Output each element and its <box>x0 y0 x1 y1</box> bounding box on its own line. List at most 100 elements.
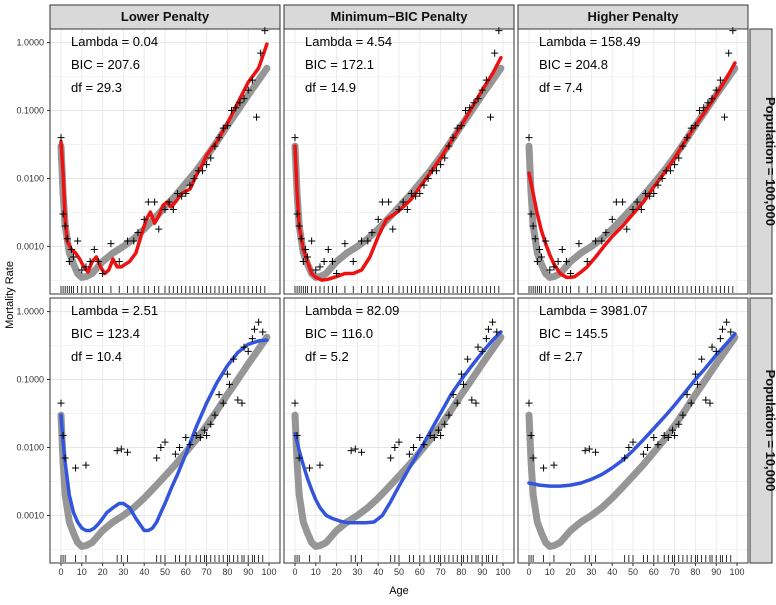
column-strip-title: Higher Penalty <box>587 9 679 24</box>
y-tick-label: 0.0010 <box>16 241 44 251</box>
data-point <box>683 134 691 142</box>
data-point <box>368 229 376 237</box>
y-tick-label: 0.0100 <box>16 442 44 452</box>
x-tick-label: 70 <box>670 567 680 577</box>
data-point <box>420 441 428 449</box>
data-point <box>625 443 633 451</box>
true-mortality-curve <box>57 333 271 550</box>
data-point <box>712 347 720 355</box>
data-point <box>391 443 399 451</box>
data-point <box>687 124 695 132</box>
data-point <box>316 263 324 271</box>
data-point <box>664 434 672 442</box>
x-tick-label: 80 <box>222 567 232 577</box>
data-point <box>244 86 252 94</box>
data-point <box>57 134 65 142</box>
lambda-label: Lambda = 3981.07 <box>539 303 648 318</box>
data-point <box>410 443 418 451</box>
lambda-label: Lambda = 4.54 <box>305 34 392 49</box>
x-tick-label: 20 <box>98 567 108 577</box>
data-point <box>385 198 393 206</box>
data-point <box>232 104 240 112</box>
data-point <box>637 205 645 213</box>
data-point <box>495 27 503 35</box>
data-point <box>86 258 94 266</box>
facet-panel: Lambda = 0.04 BIC = 207.6 df = 29.3 <box>49 27 281 295</box>
panel-border <box>49 28 281 295</box>
data-point <box>484 325 492 333</box>
data-point <box>182 434 190 442</box>
data-point <box>82 263 90 271</box>
data-point <box>650 434 658 442</box>
bic-label: BIC = 207.6 <box>71 57 140 72</box>
data-point <box>691 122 699 130</box>
panel-border <box>49 297 281 564</box>
data-point <box>301 246 309 254</box>
data-point <box>650 190 658 198</box>
data-point <box>472 399 480 407</box>
data-point <box>306 464 314 472</box>
panel-border <box>517 297 749 564</box>
data-point <box>527 210 535 218</box>
data-point <box>255 318 263 326</box>
data-point <box>537 253 545 261</box>
data-point <box>171 450 179 458</box>
df-label: df = 10.4 <box>71 349 122 364</box>
data-point <box>706 399 714 407</box>
data-point <box>320 258 328 266</box>
data-point <box>693 380 701 388</box>
data-point <box>441 154 449 162</box>
x-tick-label: 10 <box>77 567 87 577</box>
data-point <box>253 113 261 121</box>
data-point <box>176 443 184 451</box>
data-point <box>716 76 724 84</box>
x-tick-label: 0 <box>292 567 297 577</box>
data-point <box>358 237 366 245</box>
data-point <box>575 240 583 248</box>
data-point <box>215 134 223 142</box>
data-point <box>219 399 227 407</box>
data-point <box>324 246 332 254</box>
data-point <box>585 445 593 453</box>
data-point <box>240 343 248 351</box>
bic-label: BIC = 172.1 <box>305 57 374 72</box>
fitted-curve <box>59 338 269 533</box>
data-point <box>238 399 246 407</box>
data-point <box>416 434 424 442</box>
x-axis-label: Age <box>389 585 409 597</box>
panel-border <box>283 297 515 564</box>
x-tick-label: 90 <box>243 567 253 577</box>
data-point <box>449 134 457 142</box>
data-point <box>99 269 107 277</box>
data-point <box>399 198 407 206</box>
data-point <box>598 237 606 245</box>
data-point <box>240 95 248 103</box>
data-point <box>211 142 219 150</box>
data-point <box>115 258 123 266</box>
data-point <box>299 258 307 266</box>
data-point <box>660 432 668 440</box>
panel-border <box>283 28 515 295</box>
x-tick-label: 80 <box>690 567 700 577</box>
data-point <box>198 167 206 175</box>
data-point <box>658 174 666 182</box>
data-point <box>420 181 428 189</box>
data-point <box>437 161 445 169</box>
x-tick-label: 90 <box>711 567 721 577</box>
data-point <box>173 190 181 198</box>
data-point <box>696 107 704 115</box>
data-point <box>405 450 413 458</box>
facet-panel: Lambda = 82.09 BIC = 116.0 df = 5.2 <box>283 297 515 564</box>
data-point <box>234 396 242 404</box>
data-point <box>619 198 627 206</box>
data-point <box>124 237 132 245</box>
data-point <box>525 134 533 142</box>
data-point <box>72 464 80 472</box>
fitted-curve <box>293 55 503 282</box>
data-point <box>192 432 200 440</box>
data-point <box>581 447 589 455</box>
fitted-curve <box>59 42 269 276</box>
x-tick-label: 100 <box>729 567 744 577</box>
data-point <box>407 190 415 198</box>
data-point <box>295 222 303 230</box>
